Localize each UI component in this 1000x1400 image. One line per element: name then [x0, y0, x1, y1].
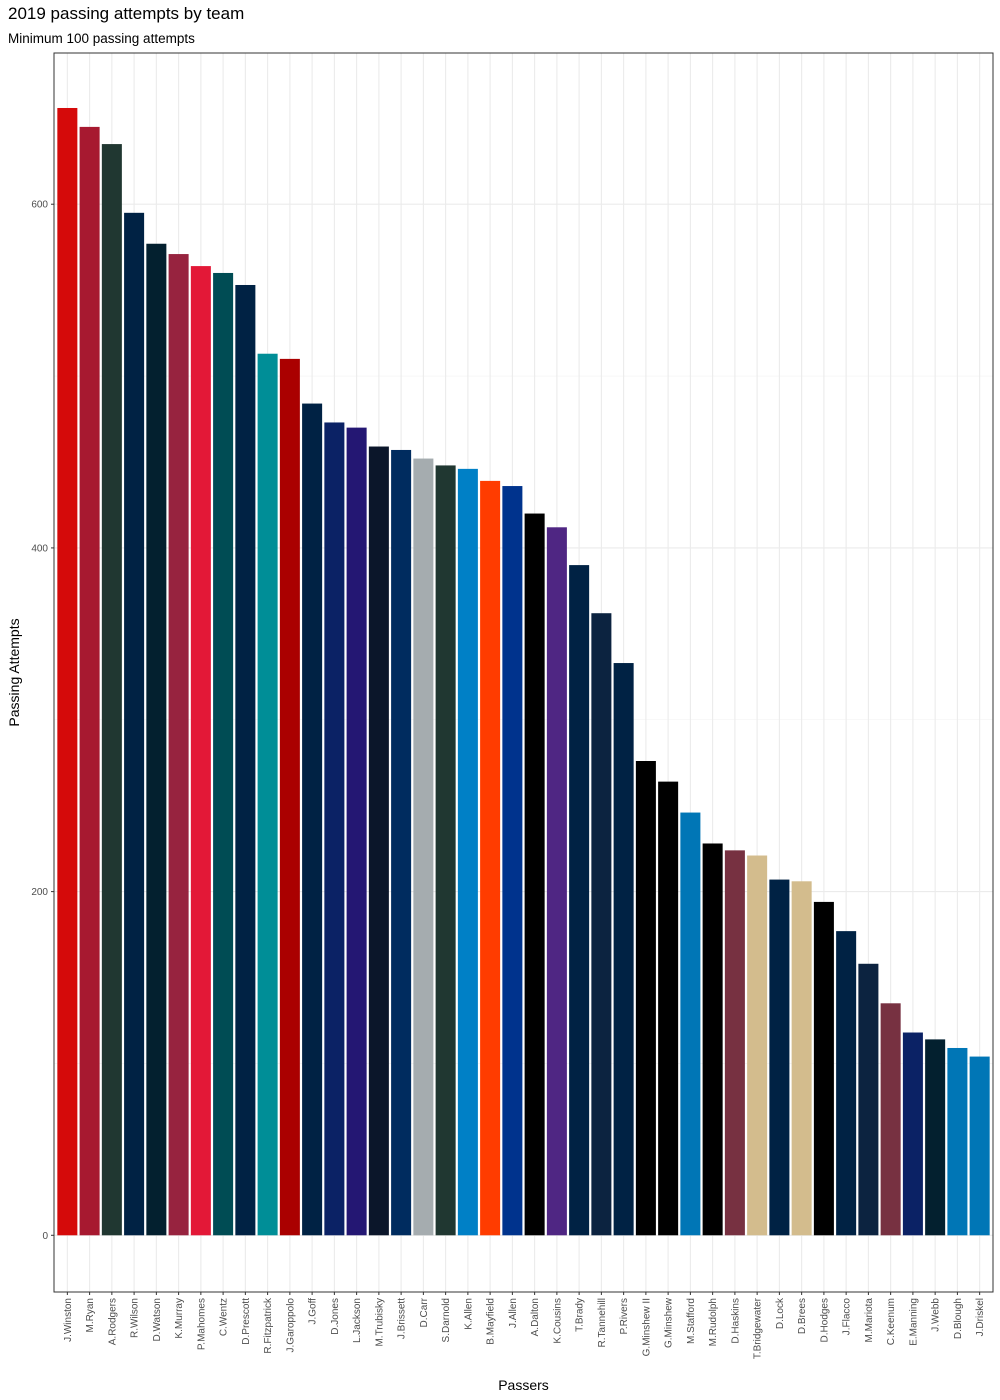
y-tick-label: 600: [31, 200, 48, 211]
x-tick-label: D.Lock: [775, 1297, 786, 1329]
bar: [925, 1039, 946, 1236]
x-tick-label: J.Garoppolo: [285, 1298, 296, 1353]
bar: [257, 353, 278, 1236]
bar: [79, 126, 100, 1236]
x-tick-label: T.Bridgewater: [753, 1297, 764, 1359]
bar: [101, 144, 122, 1236]
x-tick-label: D.Brees: [797, 1298, 808, 1334]
x-tick-label: M.Mariota: [864, 1298, 875, 1343]
x-tick-label: D.Jones: [330, 1298, 341, 1335]
x-tick-label: T.Brady: [575, 1298, 586, 1332]
bar: [480, 480, 501, 1236]
bar: [791, 881, 812, 1236]
x-tick-label: D.Hodges: [819, 1298, 830, 1342]
x-tick-label: D.Blough: [953, 1298, 964, 1339]
x-tick-label: R.Wilson: [130, 1298, 141, 1338]
x-tick-label: J.Driskel: [975, 1298, 986, 1336]
x-tick-label: M.Ryan: [85, 1298, 96, 1332]
bar: [168, 254, 189, 1236]
bar: [658, 781, 679, 1236]
bar: [880, 1003, 901, 1236]
axes: 0 200 400 600 J.Winston M.Ryan A.Rodgers R.Wils…: [31, 200, 986, 1359]
x-tick-label: C.Wentz: [219, 1298, 230, 1336]
y-tick-label: 200: [31, 887, 48, 898]
x-tick-label: R.Fitzpatrick: [263, 1297, 274, 1354]
bar: [569, 565, 590, 1236]
x-axis-title: Passers: [498, 1377, 549, 1393]
x-tick-label: K.Allen: [463, 1298, 474, 1330]
bar: [591, 613, 612, 1236]
bar: [146, 243, 167, 1236]
x-tick-label: R.Tannehill: [597, 1298, 608, 1347]
bar: [747, 855, 768, 1236]
x-tick-label: M.Rudolph: [708, 1298, 719, 1346]
plot-border: [53, 52, 994, 1293]
x-tick-label: J.Flacco: [842, 1298, 853, 1336]
bar: [213, 272, 234, 1236]
x-tick-label: K.Murray: [174, 1298, 185, 1339]
bar: [902, 1032, 923, 1236]
x-tick-label: G.Minshew II: [641, 1298, 652, 1356]
bar: [947, 1047, 968, 1236]
x-tick-label: D.Watson: [152, 1298, 163, 1342]
bar: [858, 963, 879, 1236]
x-tick-label: M.Stafford: [686, 1298, 697, 1344]
bar: [680, 812, 701, 1236]
x-tick-label: E.Manning: [908, 1298, 919, 1346]
bar: [635, 761, 656, 1236]
x-tick-label: P.Mahomes: [196, 1298, 207, 1350]
bar: [279, 358, 300, 1236]
x-tick-label: G.Minshew: [664, 1297, 675, 1348]
x-tick-label: J.Goff: [308, 1298, 319, 1325]
bar: [457, 468, 478, 1236]
x-tick-label: L.Jackson: [352, 1298, 363, 1343]
chart-subtitle: Minimum 100 passing attempts: [8, 31, 195, 46]
y-tick-label: 0: [42, 1231, 48, 1242]
x-tick-label: J.Brissett: [397, 1298, 408, 1339]
bar: [124, 212, 145, 1236]
y-tick-label: 400: [31, 543, 48, 554]
x-tick-label: J.Winston: [63, 1298, 74, 1342]
x-tick-label: D.Carr: [419, 1297, 430, 1327]
x-tick-label: C.Keenum: [886, 1298, 897, 1345]
x-tick-label: D.Prescott: [241, 1298, 252, 1345]
bar: [546, 527, 567, 1236]
x-tick-label: B.Mayfield: [486, 1298, 497, 1345]
bar: [613, 663, 634, 1236]
bar: [302, 403, 323, 1236]
bar: [724, 850, 745, 1236]
bar: [190, 266, 211, 1236]
bar: [391, 449, 412, 1236]
bars: [57, 107, 990, 1236]
x-tick-label: S.Darnold: [441, 1298, 452, 1342]
x-tick-label: K.Cousins: [552, 1298, 563, 1344]
chart-title: 2019 passing attempts by team: [8, 4, 245, 23]
bar: [346, 427, 367, 1236]
bar: [769, 879, 790, 1236]
bar: [836, 931, 857, 1236]
bar: [524, 513, 545, 1236]
x-tick-label: A.Rodgers: [107, 1298, 118, 1345]
bar: [502, 486, 523, 1236]
bar: [813, 901, 834, 1236]
bar: [57, 107, 78, 1236]
bar: [324, 422, 345, 1236]
x-tick-label: P.Rivers: [619, 1298, 630, 1335]
y-axis-title: Passing Attempts: [6, 618, 22, 726]
bar: [702, 843, 723, 1236]
bar: [413, 458, 434, 1236]
x-tick-label: D.Haskins: [730, 1298, 741, 1344]
x-tick-label: A.Dalton: [530, 1298, 541, 1336]
x-tick-label: M.Trubisky: [374, 1298, 385, 1347]
x-tick-label: J.Webb: [931, 1298, 942, 1332]
bar: [435, 465, 456, 1236]
bar: [235, 284, 256, 1236]
x-tick-label: J.Allen: [508, 1298, 519, 1328]
bar: [368, 446, 389, 1236]
bar: [969, 1056, 990, 1236]
